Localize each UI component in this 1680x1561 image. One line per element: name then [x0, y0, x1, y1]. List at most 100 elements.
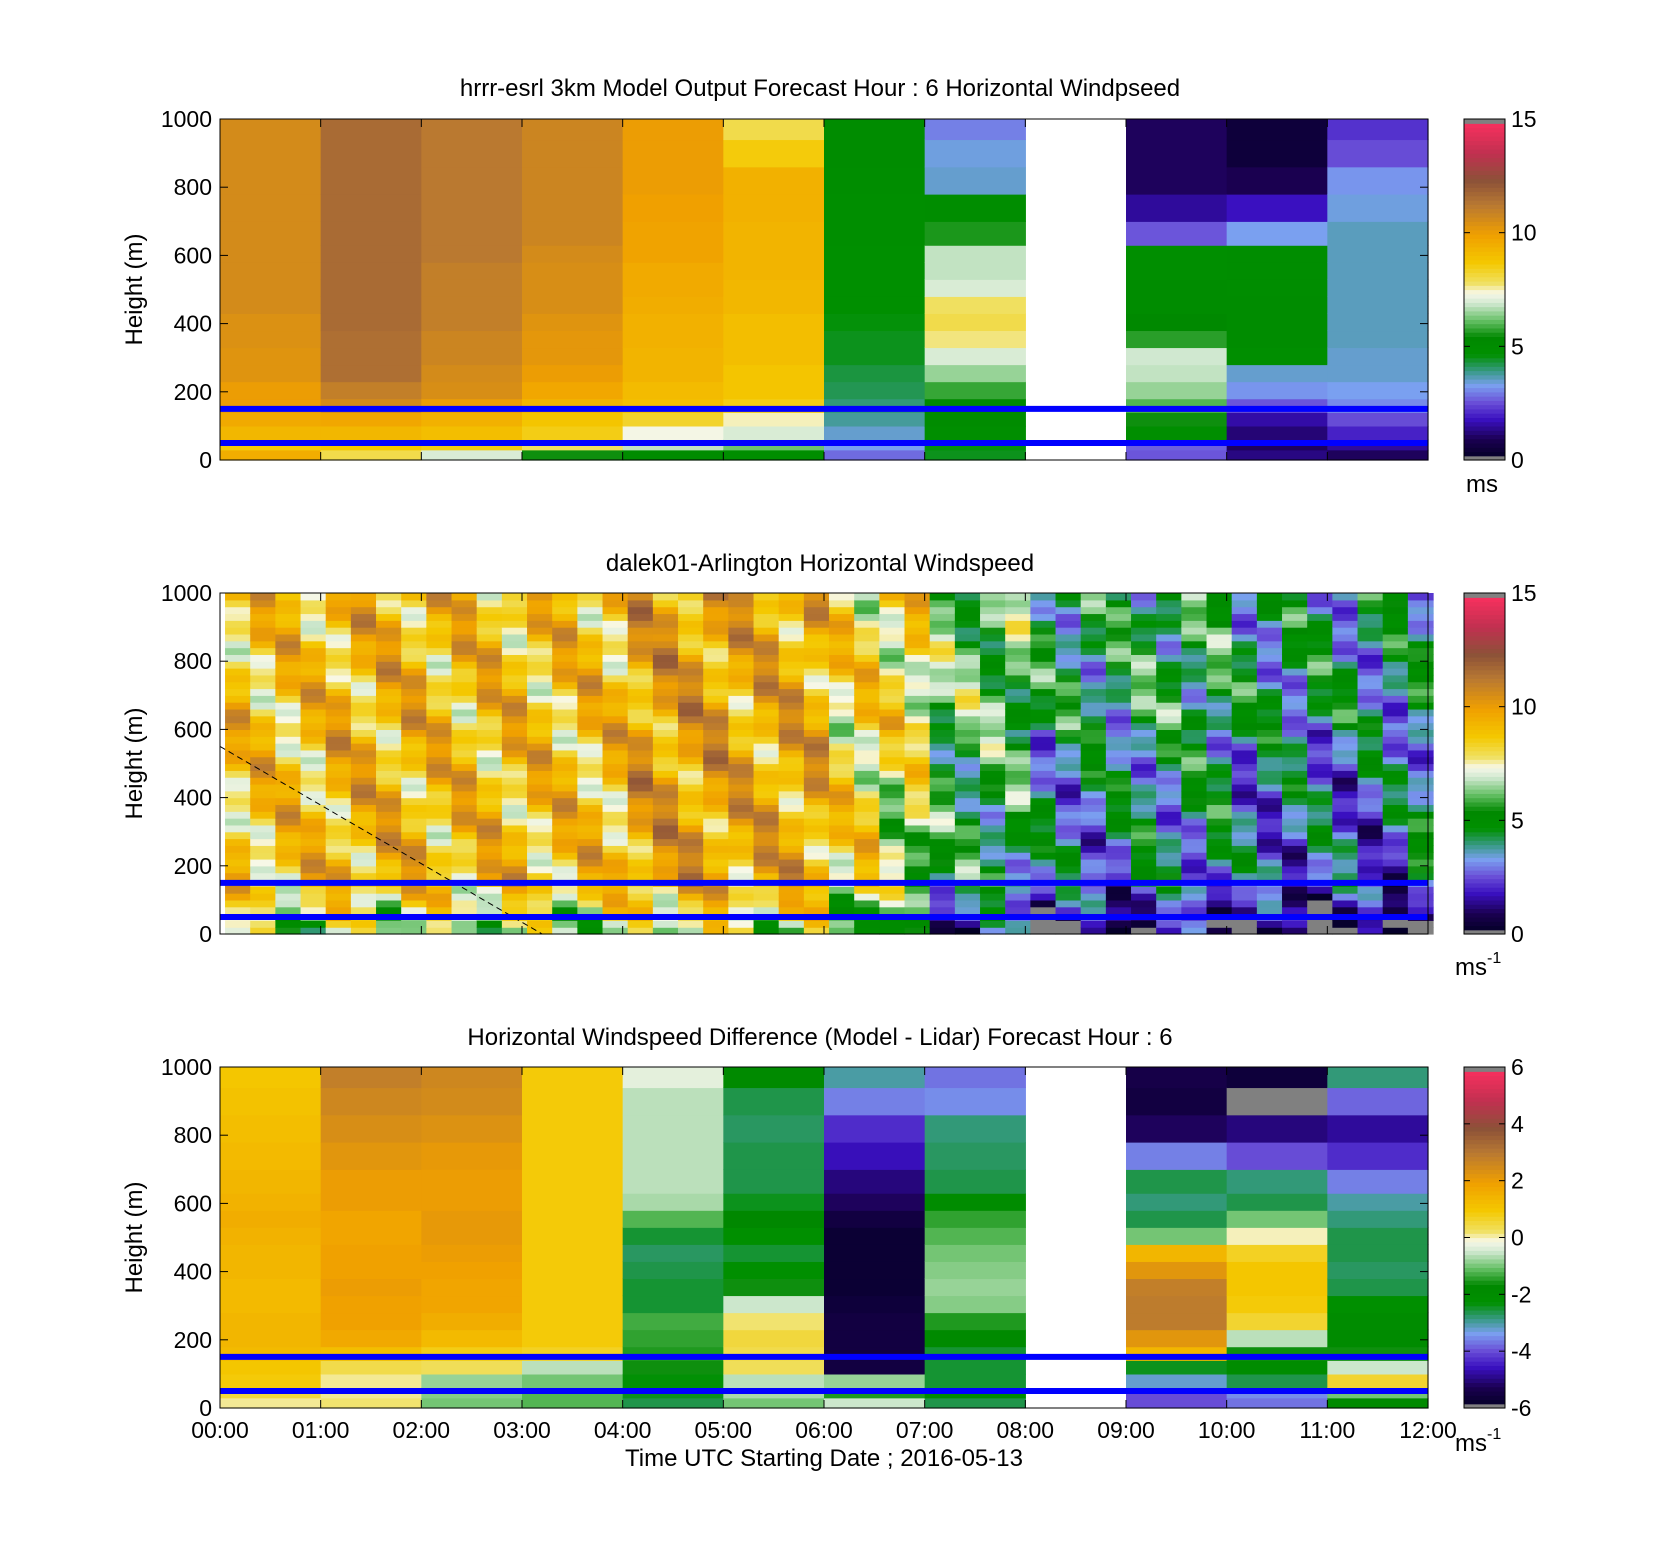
heatmap-cell — [728, 920, 755, 928]
heatmap-cell — [577, 886, 604, 894]
heatmap-cell — [1231, 681, 1258, 690]
heatmap-cell — [376, 743, 402, 751]
heatmap-cell — [652, 804, 679, 812]
heatmap-cell — [1407, 613, 1434, 621]
heatmap-cell — [1231, 920, 1258, 928]
colorbar-segment — [1464, 383, 1505, 389]
heatmap-cell — [552, 606, 578, 615]
heatmap-cell — [728, 688, 755, 696]
heatmap-cell — [1126, 425, 1228, 441]
heatmap-cell — [829, 797, 855, 806]
heatmap-cell — [1357, 858, 1384, 867]
heatmap-cell — [1231, 715, 1258, 724]
colorbar-tick-label: 15 — [1511, 580, 1537, 606]
heatmap-cell — [1105, 620, 1132, 628]
heatmap-cell — [980, 681, 1006, 690]
colorbar-segment — [1464, 767, 1505, 773]
colorbar-segment — [1464, 818, 1505, 824]
heatmap-cell — [552, 790, 578, 799]
heatmap-cell — [476, 872, 503, 881]
heatmap-cell — [929, 654, 956, 662]
heatmap-cell — [1206, 927, 1233, 935]
heatmap-cell — [325, 927, 352, 935]
heatmap-cell — [350, 729, 377, 737]
heatmap-cell — [522, 194, 624, 222]
heatmap-cell — [1382, 797, 1409, 806]
heatmap-cell — [879, 906, 906, 915]
heatmap-cell — [275, 633, 302, 642]
heatmap-cell — [1105, 818, 1132, 826]
heatmap-cell — [1105, 674, 1132, 683]
heatmap-cell — [829, 845, 855, 853]
heatmap-cell — [723, 1227, 825, 1245]
heatmap-cell — [778, 831, 805, 840]
heatmap-cell — [829, 893, 855, 901]
heatmap-cell — [1055, 756, 1082, 765]
heatmap-cell — [1332, 613, 1359, 621]
heatmap-cell — [1282, 927, 1308, 935]
heatmap-cell — [376, 729, 402, 737]
heatmap-cell — [350, 886, 377, 894]
heatmap-cell — [1131, 886, 1157, 894]
heatmap-cell — [854, 797, 880, 806]
heatmap-cell — [728, 811, 755, 819]
heatmap-cell — [803, 633, 830, 642]
heatmap-cell — [1307, 906, 1333, 915]
heatmap-cell — [1181, 620, 1208, 628]
heatmap-cell — [220, 313, 322, 332]
heatmap-cell — [1105, 797, 1132, 806]
heatmap-cell — [401, 620, 427, 628]
heatmap-cell — [1307, 613, 1333, 621]
heatmap-cell — [1256, 790, 1283, 799]
heatmap-cell — [904, 777, 931, 785]
heatmap-cell — [622, 1360, 724, 1375]
heatmap-cell — [1055, 831, 1082, 840]
heatmap-cell — [1080, 770, 1107, 778]
heatmap-cell — [1407, 722, 1434, 730]
heatmap-cell — [929, 620, 956, 628]
heatmap-cell — [1055, 729, 1082, 737]
heatmap-cell — [1105, 749, 1132, 758]
heatmap-cell — [703, 852, 729, 860]
heatmap-cell — [929, 674, 956, 683]
heatmap-cell — [778, 715, 805, 724]
heatmap-cell — [320, 364, 422, 383]
heatmap-cell — [854, 831, 880, 840]
heatmap-cell — [320, 1261, 422, 1280]
heatmap-cell — [728, 818, 755, 826]
colorbar-segment — [1464, 1092, 1505, 1098]
heatmap-cell — [350, 688, 377, 696]
heatmap-cell — [1080, 702, 1107, 710]
heatmap-cell — [627, 668, 654, 676]
heatmap-cell — [980, 783, 1006, 792]
heatmap-cell — [376, 818, 402, 826]
heatmap-cell — [1407, 661, 1434, 669]
heatmap-cell — [1407, 858, 1434, 867]
heatmap-cell — [451, 824, 478, 833]
heatmap-cell — [829, 613, 855, 621]
heatmap-cell — [1407, 627, 1434, 635]
heatmap-cell — [1256, 702, 1283, 710]
heatmap-cell — [854, 865, 880, 874]
heatmap-cell — [778, 804, 805, 812]
heatmap-cell — [325, 920, 352, 928]
heatmap-cell — [1181, 852, 1208, 860]
heatmap-cell — [1231, 743, 1258, 751]
heatmap-cell — [678, 852, 704, 860]
heatmap-cell — [325, 763, 352, 771]
heatmap-cell — [1231, 749, 1258, 758]
heatmap-cell — [924, 425, 1026, 441]
heatmap-cell — [325, 838, 352, 846]
heatmap-cell — [728, 593, 755, 601]
heatmap-cell — [829, 804, 855, 812]
heatmap-cell — [350, 818, 377, 826]
heatmap-cell — [954, 695, 981, 703]
colorbar-segment — [1464, 610, 1505, 615]
colorbar-segment — [1464, 276, 1505, 282]
heatmap-cell — [220, 1360, 322, 1375]
heatmap-cell — [1005, 770, 1031, 778]
heatmap-cell — [778, 886, 805, 894]
heatmap-cell — [527, 729, 553, 737]
heatmap-cell — [1382, 599, 1409, 608]
heatmap-cell — [1231, 654, 1258, 662]
